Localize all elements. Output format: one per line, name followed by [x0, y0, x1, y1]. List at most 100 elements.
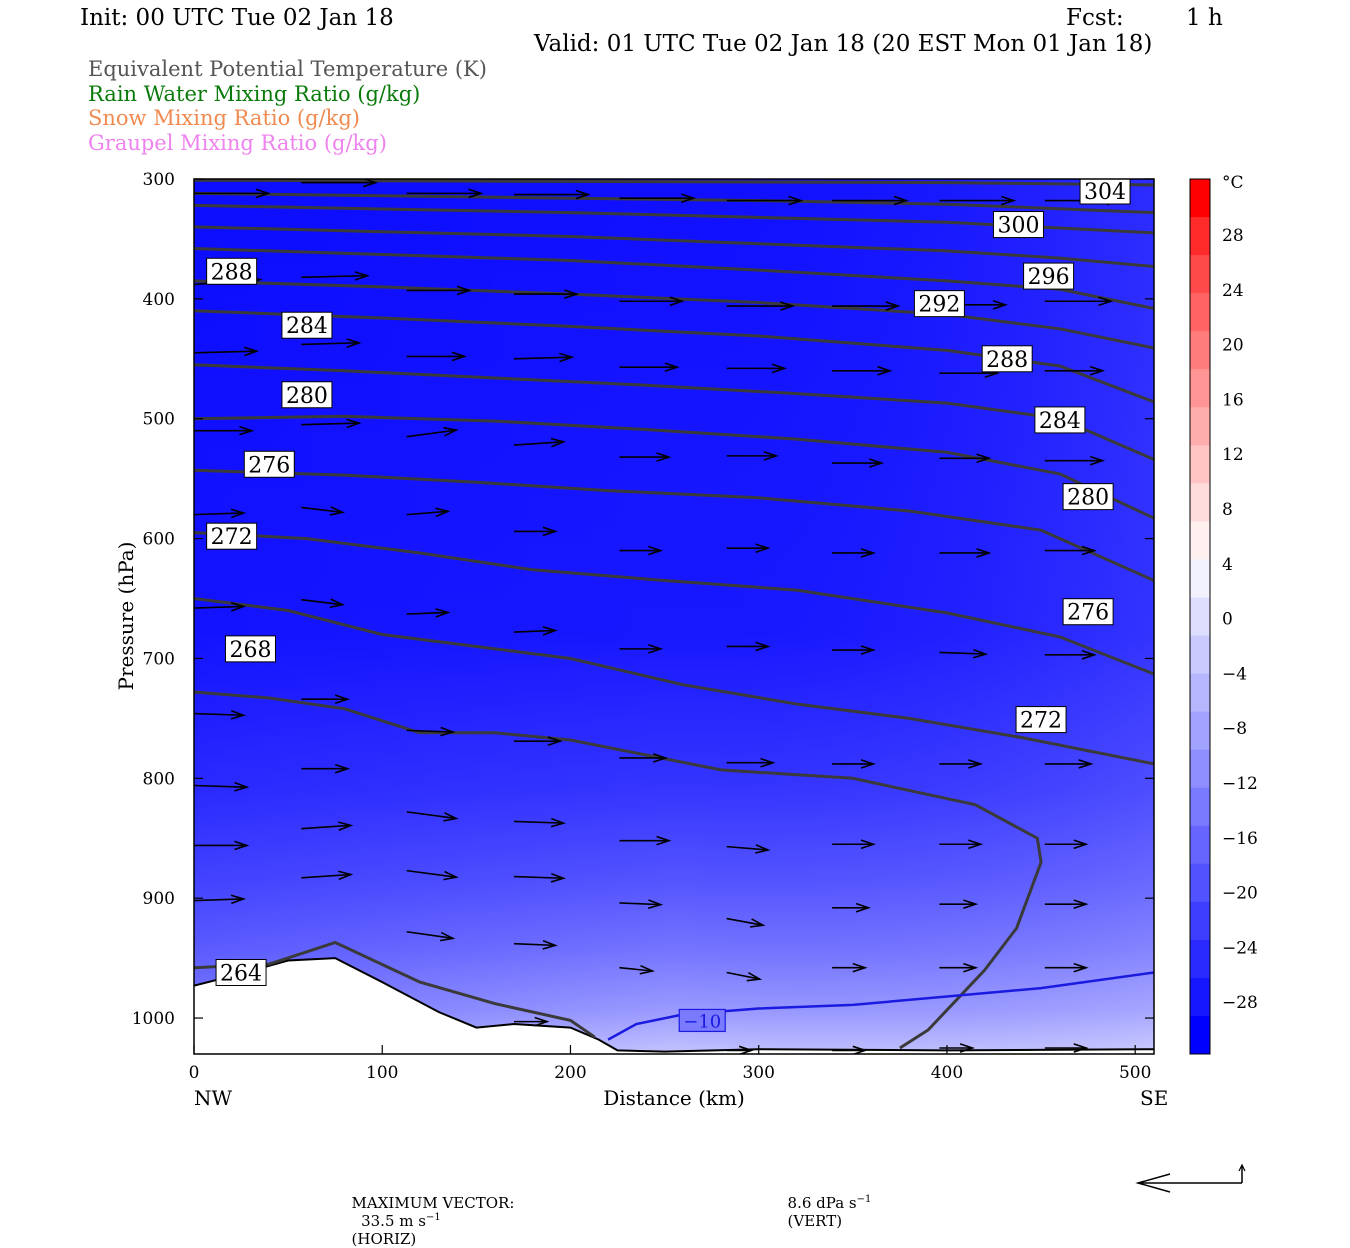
wind-vector: [939, 839, 984, 850]
wind-vector: [619, 545, 664, 556]
wind-vector-head: [362, 179, 379, 188]
forecast-label: Fcst:: [1066, 5, 1124, 31]
wind-vector-shaft: [194, 712, 244, 717]
colorbar-label: 20: [1222, 336, 1244, 356]
wind-vector-shaft: [406, 930, 454, 940]
theta-e-contour: [194, 468, 1154, 582]
wind-vector-head: [746, 971, 763, 982]
contour-label: 292: [918, 293, 960, 318]
wind-vector: [726, 451, 779, 461]
wind-vector-head: [860, 759, 876, 769]
theta-e-contour: [194, 940, 596, 1039]
wind-vector-head: [255, 188, 271, 199]
wind-vector: [726, 971, 763, 982]
colorbar-label: 16: [1222, 390, 1244, 410]
wind-vector: [832, 902, 871, 913]
wind-vector: [513, 817, 567, 828]
wind-vector-head: [334, 694, 351, 705]
colorbar-swatch: [1190, 597, 1210, 637]
wind-vector: [726, 543, 771, 554]
wind-vector-shaft: [513, 942, 556, 947]
wind-vector-head: [443, 426, 459, 437]
wind-vector-head: [681, 193, 697, 204]
colorbar-swatch: [1190, 521, 1210, 560]
wind-vector: [832, 365, 893, 376]
max-vector-vert-unit: (VERT): [787, 1212, 843, 1230]
wind-vector-head: [564, 289, 580, 299]
theta-e-contour: [194, 690, 1043, 1050]
wind-vector: [514, 289, 580, 299]
contour-label: 304: [1084, 180, 1126, 205]
wind-vector-head: [329, 506, 346, 516]
wind-vector-head: [1073, 899, 1089, 910]
colorbar-swatch: [1190, 673, 1210, 713]
wind-vector: [1044, 545, 1097, 556]
wind-vector: [619, 835, 672, 846]
max-vector-caption: MAXIMUM VECTOR: 33.5 m s−1 (HORIZ): [342, 1176, 515, 1248]
y-axis-label: Pressure (hPa): [114, 542, 138, 691]
wind-vector-head: [1073, 962, 1089, 973]
colorbar-swatch: [1190, 217, 1210, 256]
wind-vector-shaft: [406, 429, 457, 438]
colorbar-swatch: [1190, 939, 1210, 979]
colorbar-swatch: [1190, 711, 1210, 751]
wind-vector-head: [860, 645, 876, 655]
wind-vector: [514, 1016, 550, 1027]
wind-vector-head: [968, 759, 984, 769]
wind-vector-head: [860, 839, 876, 850]
wind-vector: [513, 352, 575, 363]
wind-vector: [513, 626, 558, 636]
wind-vector: [194, 894, 247, 905]
colorbar-swatch: [1190, 635, 1210, 675]
colorbar-swatch: [1190, 787, 1210, 827]
wind-vector-head: [334, 763, 351, 774]
wind-vector: [406, 608, 451, 618]
colorbar-unit: °C: [1222, 173, 1244, 193]
contour-label-box: [206, 522, 258, 550]
theta-e-contour: [194, 225, 1154, 268]
wind-vector: [406, 285, 472, 296]
y-tick-label: 600: [143, 530, 175, 550]
wind-vector: [726, 1045, 754, 1054]
se-label: SE: [1140, 1086, 1168, 1110]
colorbar-swatch: [1190, 445, 1210, 484]
wind-vector: [406, 426, 459, 438]
wind-vector-head: [976, 453, 992, 464]
y-tick-label: 400: [143, 290, 175, 310]
y-tick-label: 300: [143, 170, 175, 190]
wind-vector-shaft: [301, 598, 343, 606]
wind-vector: [513, 873, 567, 883]
wind-vector-shaft: [726, 917, 764, 926]
wind-vector-head: [542, 526, 558, 537]
wind-vector-head: [443, 812, 459, 822]
wind-vector-head: [230, 894, 247, 905]
wind-vector: [939, 759, 984, 769]
y-tick-label: 900: [143, 889, 175, 909]
contour-label-box: [1023, 262, 1075, 290]
wind-vector-head: [639, 964, 655, 975]
colorbar-swatch: [1190, 559, 1210, 598]
wind-vector: [832, 645, 876, 655]
wind-vector: [514, 526, 558, 537]
wind-vector-head: [230, 602, 247, 612]
wind-vector-head: [893, 195, 909, 206]
colorbar-frame: [1189, 178, 1211, 1055]
wind-vector: [619, 899, 664, 909]
wind-vector: [194, 602, 247, 612]
field-legend-graupel: Graupel Mixing Ratio (g/kg): [88, 131, 387, 155]
max-vector-vert: 8.6 dPa s: [787, 1194, 857, 1212]
wind-vector-head: [972, 648, 989, 659]
wind-vector-head: [855, 902, 871, 913]
wind-vector-head: [1089, 365, 1106, 376]
wind-vector: [514, 736, 563, 747]
wind-vector: [726, 363, 787, 374]
wind-vector-head: [763, 451, 779, 461]
wind-vector-head: [547, 736, 563, 747]
colorbar-swatch: [1190, 255, 1210, 294]
wind-vector-head: [852, 1045, 868, 1054]
wind-vector-shaft: [619, 966, 653, 972]
wind-vector-head: [234, 781, 250, 792]
contour-label: 288: [211, 260, 253, 285]
wind-vector: [301, 870, 354, 881]
wind-vector-head: [550, 817, 567, 828]
